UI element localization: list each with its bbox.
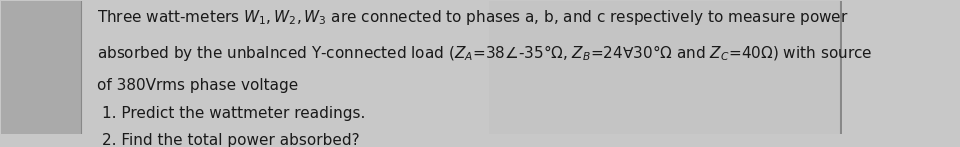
Text: absorbed by the unbalnced Y-connected load ($Z_A$=38∠-35°Ω, $Z_B$=24∀30°Ω and $Z: absorbed by the unbalnced Y-connected lo… xyxy=(98,43,873,63)
FancyBboxPatch shape xyxy=(1,1,81,134)
FancyBboxPatch shape xyxy=(489,1,843,134)
Text: Three watt-meters $W_1,W_2,W_3$ are connected to phases a, b, and c respectively: Three watt-meters $W_1,W_2,W_3$ are conn… xyxy=(98,8,849,27)
Text: of 380Vrms phase voltage: of 380Vrms phase voltage xyxy=(98,78,299,93)
Text: 2. Find the total power absorbed?: 2. Find the total power absorbed? xyxy=(102,133,359,147)
Text: 1. Predict the wattmeter readings.: 1. Predict the wattmeter readings. xyxy=(102,106,365,121)
